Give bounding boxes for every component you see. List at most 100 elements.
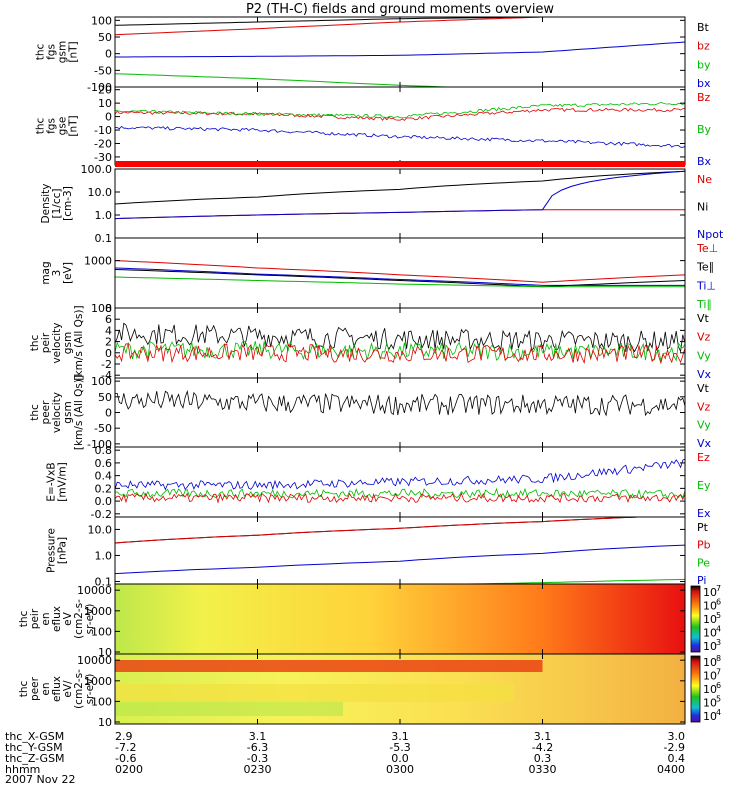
y-axis-label: (cm2-s- [73,599,85,639]
legend-Pt: Pt [697,521,709,534]
y-tick-label: 100.0 [81,163,113,176]
legend-Pb: Pb [697,539,711,552]
y-axis-label: gsm [62,401,74,423]
y-axis-label: gse [57,117,69,136]
spectrogram-band-high [115,660,543,672]
y-tick-label: -2 [101,358,112,371]
legend-bx: bx [697,77,711,90]
series-fgs-gse-By [114,101,686,119]
panel-peer-velocity: 100 50 0 -50 -100 thc peer velocity gsm [km/s (Al… [29,375,712,451]
y-tick-label: 0 [105,48,112,61]
footer-value: 3.1 [249,730,267,743]
footer-value: 3.0 [668,730,686,743]
legend-Ne: Ne [697,173,712,186]
y-tick-label: 1000 [84,255,112,268]
footer-value: 3.1 [534,730,552,743]
legend-Bz: Bz [697,91,711,104]
y-axis-label: gsm [62,332,74,354]
spectrogram-band-low [115,702,343,716]
y-tick-label: 0 [105,407,112,420]
y-tick-label: 0.8 [95,444,113,457]
y-axis-label: [km/s (All Qs)] [73,305,85,380]
series-peir-velocity-Vz [114,343,686,365]
legend-Npot: Npot [697,228,724,241]
colorbar-exponent: 7 [716,584,721,593]
colorbar-peir-spectrogram [690,585,701,653]
series-density-Ni [114,170,686,205]
colorbar-exponent: 6 [716,598,721,607]
y-tick-label: 2 [105,336,112,349]
y-tick-label: 1000 [84,675,112,688]
footer-value: 0.3 [534,752,552,765]
legend-Te∥: Te∥ [696,261,714,274]
colorbar-exponent: 4 [716,708,721,717]
legend-Vt: Vt [697,312,710,325]
y-tick-label: 100 [91,695,112,708]
y-axis-label: en [40,612,52,625]
y-tick-label: 10000 [77,654,112,667]
y-tick-label: 0.2 [95,482,113,495]
footer-row-label: thc_Z-GSM [5,752,65,765]
colorbar-exponent: 5 [716,611,721,620]
series-fgs-gse-Bz [114,107,686,121]
legend-Pe: Pe [697,556,710,569]
colorbar-label: 10 [703,627,717,640]
y-tick-label: 100 [91,14,112,27]
y-tick-label: 1000 [84,605,112,618]
colorbar-peer-spectrogram [690,655,701,723]
series-peer-velocity-Vt [114,389,686,417]
y-tick-label: 6 [105,313,112,326]
y-axis-label: [cm-3] [62,186,74,221]
y-tick-label: 0.1 [95,575,113,588]
series-temperature-Te⊥ [114,260,686,283]
footer-value: 2.9 [115,730,133,743]
y-axis-label: peir [29,608,41,629]
legend-by: by [697,58,711,71]
y-axis-label: thc [18,611,30,628]
y-axis-label: fgs [46,44,58,60]
y-tick-label: 0.6 [95,457,113,470]
y-tick-label: 0 [105,111,112,124]
y-tick-label: 10.0 [88,523,113,536]
colorbar-label: 10 [703,670,717,683]
legend-Vz: Vz [697,331,711,344]
y-tick-label: -100 [87,81,112,94]
y-tick-label: 10 [98,716,112,729]
y-tick-label: -50 [94,422,112,435]
colorbar-label: 10 [703,710,717,723]
y-axis-label: eflux [51,676,63,702]
y-axis-label: fgs [46,118,58,134]
legend-Vy: Vy [697,349,711,362]
y-tick-label: 0.1 [95,232,113,245]
colorbar-label: 10 [703,600,717,613]
legend-Te⊥: Te⊥ [696,242,718,255]
spectrogram-band-mid [115,684,514,702]
y-axis-label: mag [40,261,52,284]
y-tick-label: 10 [98,646,112,659]
legend-Vz: Vz [697,400,711,413]
series-e-field-Ey [114,487,686,500]
legend-Vy: Vy [697,419,711,432]
y-axis-label: (cm2-s- [73,669,85,709]
data-quality-band [115,161,685,167]
legend-Vx: Vx [697,437,712,450]
y-axis-label: thc [35,118,47,135]
panel-frame-density [114,168,686,239]
y-axis-label: thc [29,335,41,352]
footer-row-label: hhmm [5,763,40,776]
legend-Vt: Vt [697,382,710,395]
legend-By: By [697,123,712,136]
footer-value: 3.1 [391,730,409,743]
y-axis-label: peer [40,400,52,425]
y-axis-label: velocity [51,322,63,363]
legend-Bt: Bt [697,21,710,34]
panel-fgs-gsm: 100 50 0 -50 -100 thc fgs gsm [nT] Bt bz by bx [35,14,711,94]
colorbar-label: 10 [703,683,717,696]
panel-frame-pressure [114,516,686,585]
legend-Ni: Ni [697,201,708,214]
